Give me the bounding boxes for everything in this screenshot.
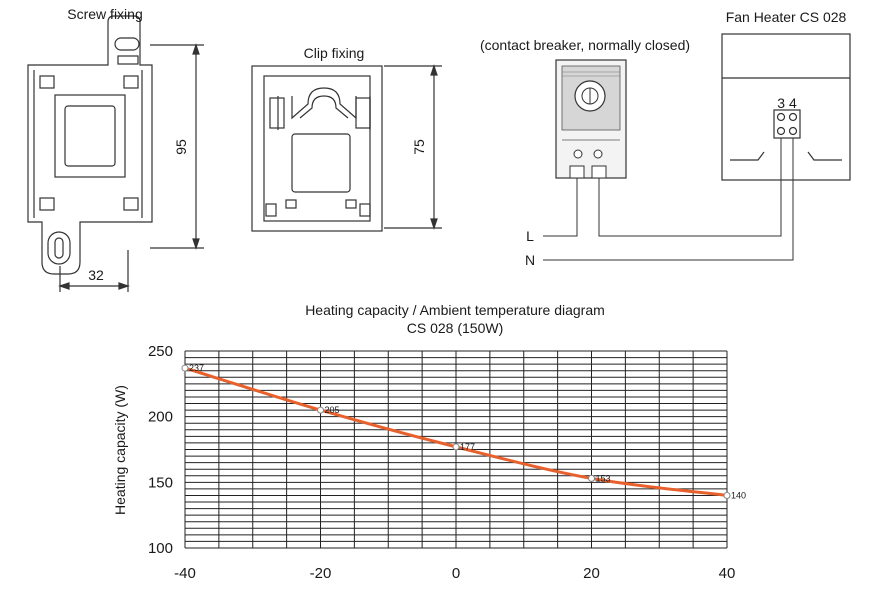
x-tick-label: 0 xyxy=(452,565,460,582)
chart-tick-labels: -40 -20 0 20 40 100 150 200 250 xyxy=(148,343,735,582)
clip-fixing-drawing xyxy=(251,64,442,232)
y-tick-label: 250 xyxy=(148,343,173,360)
fan-heater-terminal-labels: 3 4 xyxy=(777,95,797,111)
data-point xyxy=(452,443,460,451)
data-point-label: 153 xyxy=(596,473,611,483)
data-point xyxy=(723,491,731,499)
data-point xyxy=(588,474,595,482)
chart-title: Heating capacity / Ambient temperature d… xyxy=(305,302,605,318)
data-point xyxy=(317,406,324,414)
screw-fixing-drawing xyxy=(27,15,204,292)
y-axis-label: Heating capacity (W) xyxy=(112,385,128,515)
chart-subtitle: CS 028 (150W) xyxy=(407,320,503,336)
data-point-label: 205 xyxy=(325,405,340,415)
clip-fixing-title: Clip fixing xyxy=(304,45,365,61)
data-point-label: 177 xyxy=(460,442,475,452)
x-tick-label: -20 xyxy=(310,565,332,582)
y-tick-label: 200 xyxy=(148,409,173,426)
x-tick-label: 40 xyxy=(719,565,736,582)
chart-grid xyxy=(184,350,728,549)
clip-fixing-height-dimension: 75 xyxy=(411,139,427,155)
wiring-lines xyxy=(543,138,794,261)
wire-label-l: L xyxy=(526,228,534,244)
x-tick-label: -40 xyxy=(174,565,196,582)
x-tick-label: 20 xyxy=(583,565,600,582)
data-point-label: 140 xyxy=(731,490,746,500)
y-tick-label: 150 xyxy=(148,474,173,491)
fan-heater-title: Fan Heater CS 028 xyxy=(726,9,847,25)
thermostat-caption: (contact breaker, normally closed) xyxy=(480,37,690,53)
fan-heater-drawing xyxy=(721,33,851,181)
data-point-label: 237 xyxy=(189,363,204,373)
chart-series: 237 205 177 153 140 xyxy=(181,363,746,500)
y-tick-label: 100 xyxy=(148,540,173,557)
screw-fixing-title: Screw fixing xyxy=(67,6,142,22)
data-point xyxy=(181,364,189,372)
wire-label-n: N xyxy=(525,252,535,268)
thermostat-drawing xyxy=(555,59,627,179)
screw-fixing-width-dimension: 32 xyxy=(88,267,104,283)
screw-fixing-height-dimension: 95 xyxy=(173,139,189,155)
